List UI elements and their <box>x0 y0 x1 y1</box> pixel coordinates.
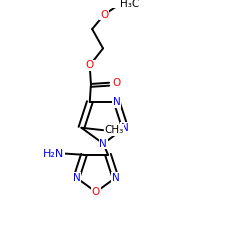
Text: H₃C: H₃C <box>120 0 139 9</box>
Text: N: N <box>121 123 129 133</box>
Text: N: N <box>112 173 120 183</box>
Text: N: N <box>113 97 120 107</box>
Text: N: N <box>72 173 80 183</box>
Text: O: O <box>92 187 100 197</box>
Text: H₂N: H₂N <box>42 148 64 158</box>
Text: CH₃: CH₃ <box>104 125 124 135</box>
Text: O: O <box>86 60 94 70</box>
Text: O: O <box>112 78 120 88</box>
Text: O: O <box>100 10 108 20</box>
Text: N: N <box>99 139 107 149</box>
